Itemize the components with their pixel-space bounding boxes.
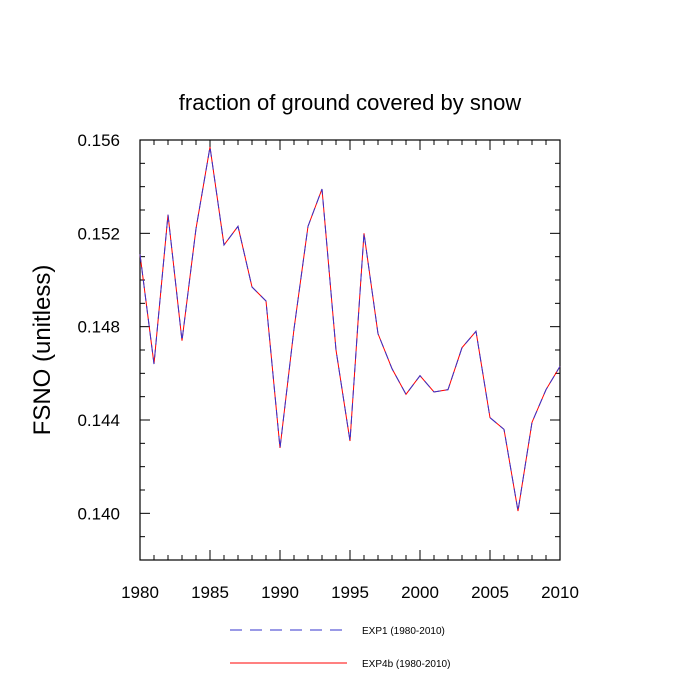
legend-label: EXP4b (1980-2010) bbox=[362, 659, 450, 670]
y-axis-label: FSNO (unitless) bbox=[29, 265, 56, 436]
x-tick-label: 2000 bbox=[401, 583, 439, 602]
y-tick-label: 0.140 bbox=[77, 504, 120, 523]
chart-title: fraction of ground covered by snow bbox=[179, 90, 522, 115]
y-tick-label: 0.152 bbox=[77, 224, 120, 243]
y-tick-label: 0.156 bbox=[77, 131, 120, 150]
x-tick-label: 2005 bbox=[471, 583, 509, 602]
tick-label-group: 1980 1985 1990 1995 2000 2005 2010 0.140 0.144 0.… bbox=[77, 131, 578, 602]
series-line-exp1 bbox=[139, 146, 561, 512]
y-tick-label: 0.148 bbox=[77, 318, 120, 337]
legend-label: EXP1 (1980-2010) bbox=[362, 626, 445, 637]
x-tick-label: 1980 bbox=[121, 583, 159, 602]
y-tick-label: 0.144 bbox=[77, 411, 120, 430]
x-tick-label: 1985 bbox=[191, 583, 229, 602]
tick-group bbox=[139, 139, 561, 561]
plot-frame bbox=[139, 139, 561, 561]
series-line-exp4b bbox=[139, 146, 561, 512]
series-group bbox=[139, 146, 561, 512]
legend: EXP1 (1980-2010) EXP4b (1980-2010) bbox=[230, 626, 450, 670]
x-tick-label: 2010 bbox=[541, 583, 579, 602]
x-tick-label: 1995 bbox=[331, 583, 369, 602]
x-tick-label: 1990 bbox=[261, 583, 299, 602]
